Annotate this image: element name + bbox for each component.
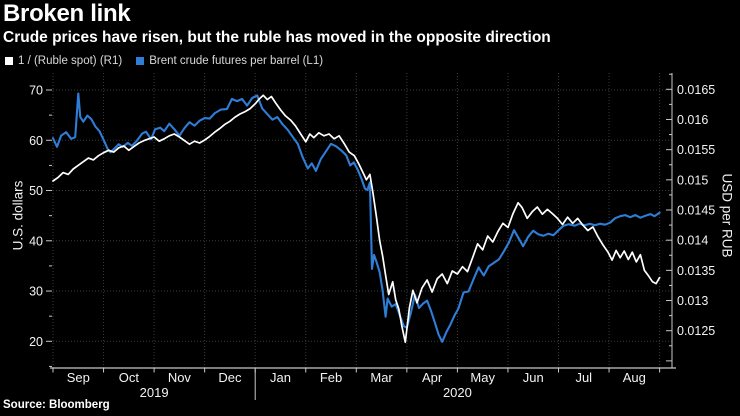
ruble-series-line xyxy=(52,94,661,344)
year-label: 2019 xyxy=(140,385,169,400)
left-axis-title: U.S. dollars xyxy=(10,180,26,251)
month-label: Jan xyxy=(270,370,291,385)
month-label: Nov xyxy=(168,370,192,385)
right-axis-tick-label: 0.0165 xyxy=(677,83,715,97)
right-axis-tick-label: 0.015 xyxy=(677,173,708,187)
brent-series-swatch xyxy=(136,57,145,65)
legend-label-ruble: 1 / (Ruble spot) (R1) xyxy=(18,55,123,67)
legend: 1 / (Ruble spot) (R1) Brent crude future… xyxy=(5,55,323,67)
month-label: Sep xyxy=(67,370,90,385)
month-label: Jul xyxy=(575,370,592,385)
chart-title: Broken link xyxy=(3,0,131,27)
month-label: Mar xyxy=(370,370,393,385)
right-axis-tick-label: 0.016 xyxy=(677,113,708,127)
month-label: Apr xyxy=(422,370,443,385)
ruble-series-swatch xyxy=(5,57,13,65)
left-axis-tick-label: 20 xyxy=(29,335,43,349)
left-axis-tick-label: 70 xyxy=(29,84,43,98)
legend-item-ruble: 1 / (Ruble spot) (R1) xyxy=(5,55,122,67)
left-axis-tick-label: 40 xyxy=(29,234,43,248)
source-note: Source: Bloomberg xyxy=(3,399,110,411)
left-axis-tick-label: 30 xyxy=(29,285,43,299)
brent-series-line xyxy=(51,92,661,343)
right-axis-tick-label: 0.0125 xyxy=(677,324,715,338)
right-axis-tick-label: 0.014 xyxy=(677,234,708,248)
month-label: Aug xyxy=(623,370,646,385)
month-label: Dec xyxy=(218,370,242,385)
right-axis-tick-label: 0.0155 xyxy=(677,143,715,157)
month-label: Jun xyxy=(523,370,544,385)
year-label: 2020 xyxy=(443,385,472,400)
left-axis-tick-label: 60 xyxy=(29,134,43,148)
right-axis-title: USD per RUB xyxy=(719,173,735,258)
month-label: Feb xyxy=(320,370,342,385)
month-label: May xyxy=(470,370,495,385)
right-axis-tick-label: 0.013 xyxy=(677,294,708,308)
chart-subtitle: Crude prices have risen, but the ruble h… xyxy=(3,29,551,46)
month-label: Oct xyxy=(119,370,140,385)
left-axis-tick-label: 50 xyxy=(29,184,43,198)
right-axis-tick-label: 0.0145 xyxy=(677,204,715,218)
legend-item-brent: Brent crude futures per barrel (L1) xyxy=(136,55,323,67)
right-axis-tick-label: 0.0135 xyxy=(677,264,715,278)
legend-label-brent: Brent crude futures per barrel (L1) xyxy=(149,55,324,67)
